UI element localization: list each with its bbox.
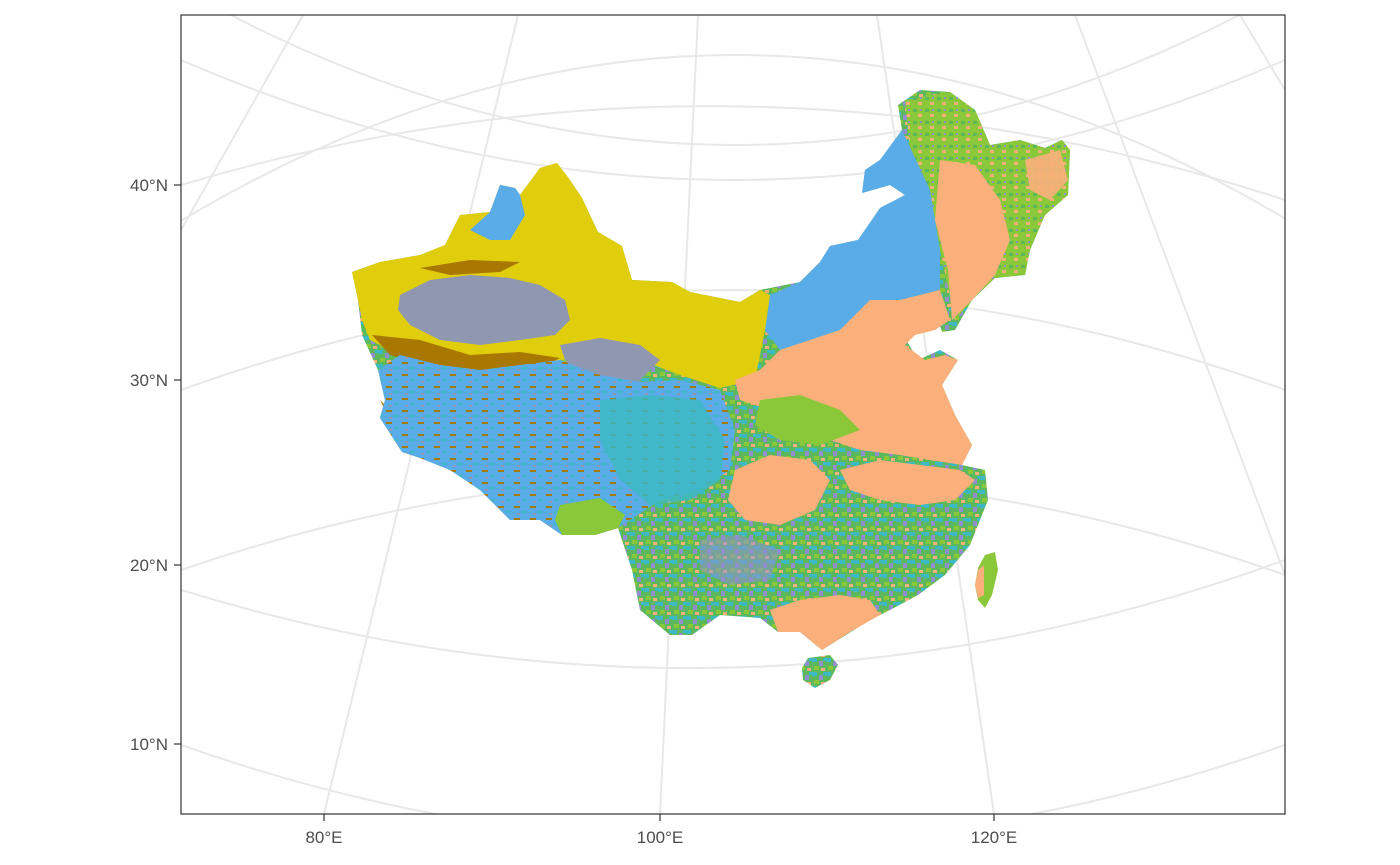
land-cover-layer (352, 90, 1070, 688)
longitude-axis (323, 814, 995, 821)
parallel-40n-main (181, 105, 1285, 201)
panel-border (180, 14, 1286, 815)
southeast-tibet-green (555, 498, 625, 535)
parallel-40n (181, 54, 1285, 223)
lon-label-100: 100°E (637, 828, 684, 847)
parallel-30n (181, 289, 1285, 391)
latitude-axis (174, 184, 181, 745)
meridian-140e (1074, 15, 1285, 576)
northeast-plain (935, 160, 1010, 320)
hainan (802, 655, 838, 688)
lon-label-80: 80°E (305, 828, 342, 847)
plateau-east-teal (600, 395, 725, 505)
yangtze-plain (840, 460, 975, 505)
meridian-150e (1239, 15, 1285, 91)
loess-green (755, 395, 860, 445)
meridian-70e (181, 15, 304, 231)
parallel-20n-lower (181, 559, 1285, 670)
south-coast-plain (770, 595, 880, 650)
lon-label-120: 120°E (971, 828, 1018, 847)
lat-label-10: 10°N (130, 735, 168, 754)
parallel-10n (181, 744, 1285, 814)
sichuan-basin (728, 455, 830, 525)
taiwan-west (975, 565, 984, 598)
parallel-upper (181, 59, 1285, 181)
tarim-basin (398, 275, 570, 345)
map-panel (181, 15, 1285, 814)
inner-mongolia-grassland (765, 130, 940, 350)
lat-label-40: 40°N (130, 176, 168, 195)
lat-label-30: 30°N (130, 371, 168, 390)
parallel-50n (228, 15, 1242, 146)
south-central-purple (700, 535, 780, 585)
northeast-east-plain (1025, 150, 1068, 200)
lat-label-20: 20°N (130, 556, 168, 575)
junggar-basin (470, 185, 525, 240)
